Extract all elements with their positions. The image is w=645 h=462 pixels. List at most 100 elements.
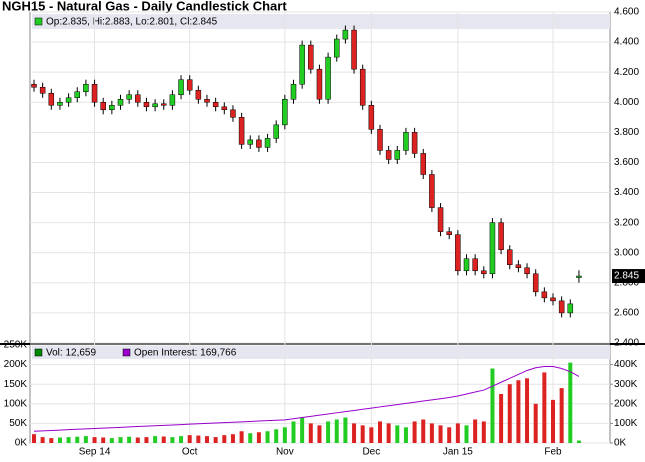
y2-tick-label: 300K	[614, 379, 638, 390]
y-tick-label: 0K	[15, 438, 28, 449]
volume-bar	[256, 432, 261, 443]
volume-bar	[274, 429, 279, 443]
volume-bar	[412, 421, 417, 443]
y-tick-label: 4.600	[614, 7, 639, 18]
volume-bar	[92, 437, 97, 443]
volume-bar	[222, 435, 227, 443]
candle-body	[385, 150, 392, 160]
volume-bar	[438, 425, 443, 443]
volume-bar	[40, 437, 45, 443]
candle-body	[359, 68, 366, 106]
candle-body	[532, 273, 539, 293]
candle-body	[230, 109, 236, 118]
candle-body	[39, 86, 46, 94]
volume-bar	[49, 438, 54, 443]
volume-bar	[109, 438, 114, 443]
x-tick-label: Feb	[544, 447, 562, 458]
candle-body	[489, 222, 496, 275]
candle-body	[437, 207, 444, 232]
volume-bar	[507, 384, 512, 443]
legend: Op:2.835, Hi:2.883, Lo:2.801, Cl:2.845	[46, 17, 218, 28]
candle-body	[515, 264, 522, 269]
candle-body	[178, 79, 184, 95]
candle-body	[342, 29, 349, 40]
volume-bar	[101, 437, 106, 443]
volume-bar	[326, 421, 331, 443]
candle-body	[74, 91, 80, 99]
candle-body	[308, 44, 314, 70]
last-price: 2.845	[614, 271, 639, 282]
candle-body	[204, 99, 210, 103]
candle-body	[256, 139, 262, 148]
candle-body	[273, 124, 279, 139]
y-tick-label: 200K	[4, 359, 28, 370]
candle-body	[195, 89, 202, 100]
candle-body	[161, 103, 167, 106]
last-price-box	[612, 269, 645, 284]
candle-body	[455, 234, 461, 272]
y-tick-label: 2.400	[614, 338, 639, 349]
volume-bar	[490, 368, 495, 443]
y-tick-label: 2.600	[614, 308, 639, 319]
candle-body	[334, 38, 340, 58]
volume-bar	[300, 417, 305, 443]
volume-bar	[533, 403, 538, 443]
candle-body	[351, 29, 357, 70]
volume-bar	[32, 434, 36, 443]
y-tick-label: 3.000	[614, 247, 639, 258]
candle-body	[65, 97, 72, 103]
volume-bar	[559, 388, 564, 443]
volume-bar	[230, 434, 235, 443]
candle-body	[325, 56, 331, 100]
volume-bar	[378, 421, 382, 443]
candle-body	[507, 249, 513, 266]
y2-tick-label: 400K	[614, 359, 638, 370]
volume-bar	[265, 431, 270, 443]
volume-bar	[83, 436, 88, 443]
candle-body	[247, 139, 253, 145]
volume-bar	[464, 425, 469, 443]
candle-body	[429, 174, 435, 208]
volume-bar	[248, 433, 253, 443]
y2-tick-label: 200K	[614, 398, 638, 409]
candle-body	[135, 94, 141, 103]
y-tick-label: 100K	[4, 398, 28, 409]
volume-bar	[542, 372, 547, 443]
legend-bg	[32, 14, 610, 29]
volume-bar	[196, 435, 201, 443]
volume-bar	[516, 380, 521, 443]
volume-bar	[170, 437, 175, 443]
volume-bar	[568, 362, 573, 443]
y2-tick-label: 100K	[614, 418, 638, 429]
volume-bar	[447, 427, 452, 443]
candle-body	[212, 102, 219, 108]
x-tick-label: Jan 15	[443, 447, 473, 458]
volume-bar	[429, 423, 434, 443]
volume-bar	[551, 399, 555, 443]
candle-body	[143, 102, 150, 108]
candle-body	[576, 275, 582, 278]
y-tick-label: 3.600	[614, 157, 639, 168]
candle-body	[498, 222, 504, 250]
volume-bar	[473, 419, 478, 443]
candle-body	[83, 83, 89, 92]
chart-title: NGH15 - Natural Gas - Daily Candlestick …	[2, 0, 287, 13]
volume-bar	[57, 437, 62, 443]
volume-bar	[481, 421, 486, 443]
open-interest-line	[33, 366, 580, 432]
candle-body	[91, 83, 98, 103]
candle-body	[472, 258, 478, 272]
candle-body	[524, 267, 530, 275]
candle-body	[377, 129, 383, 151]
volume-bar	[291, 421, 296, 443]
candle-body	[368, 105, 375, 130]
candle-body	[264, 138, 271, 148]
legend-label: Vol: 12,659	[46, 348, 96, 359]
volume-bar	[317, 425, 322, 443]
candle-body	[403, 132, 409, 151]
volume-bar	[205, 436, 209, 443]
candle-body	[152, 103, 158, 108]
candle-body	[109, 105, 115, 111]
candle-body	[290, 83, 297, 100]
volume-bar	[386, 423, 391, 443]
